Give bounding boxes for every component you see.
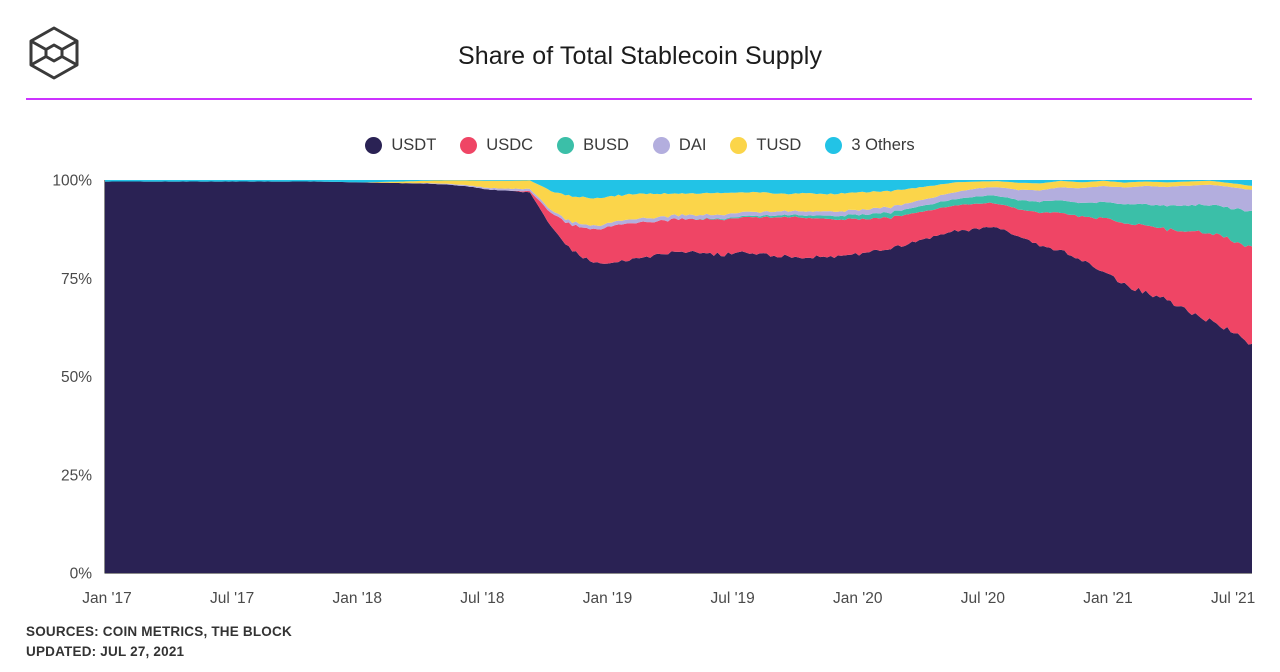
chart-legend: USDT USDC BUSD DAI TUSD 3 Others xyxy=(0,136,1280,155)
x-tick-label: Jul '19 xyxy=(710,590,754,607)
x-tick-label: Jan '18 xyxy=(333,590,383,607)
page-title: Share of Total Stablecoin Supply xyxy=(457,42,823,70)
y-tick-label: 50% xyxy=(61,369,92,386)
chart-header: Share of Total Stablecoin Supply xyxy=(0,0,1280,100)
y-tick-label: 100% xyxy=(52,173,92,190)
chart-footer: SOURCES: COIN METRICS, THE BLOCK UPDATED… xyxy=(26,622,292,662)
area-band-usdt xyxy=(105,181,1252,573)
legend-item-busd[interactable]: BUSD xyxy=(557,136,629,155)
area-band-usdc xyxy=(105,181,1252,345)
legend-label: TUSD xyxy=(756,136,802,154)
x-tick-label: Jan '17 xyxy=(82,590,132,607)
x-tick-label: Jan '20 xyxy=(833,590,883,607)
area-band-dai xyxy=(105,181,1252,230)
footer-updated: UPDATED: JUL 27, 2021 xyxy=(26,644,185,659)
legend-label: USDT xyxy=(391,136,437,154)
legend-label: DAI xyxy=(678,136,707,154)
x-tick-label: Jul '21 xyxy=(1211,590,1255,607)
legend-swatch-icon xyxy=(730,137,748,154)
area-band-3-others xyxy=(105,180,1252,199)
legend-swatch-icon xyxy=(557,137,575,154)
legend-swatch-icon xyxy=(652,137,670,154)
x-tick-label: Jan '21 xyxy=(1083,590,1133,607)
y-tick-label: 0% xyxy=(70,566,93,583)
area-band-tusd xyxy=(105,180,1252,226)
footer-sources: SOURCES: COIN METRICS, THE BLOCK xyxy=(26,624,292,639)
legend-item-3-others[interactable]: 3 Others xyxy=(825,136,915,155)
y-axis-ticks: 0% 25% 50% 75% 100% xyxy=(52,173,92,583)
x-tick-label: Jan '19 xyxy=(583,590,633,607)
legend-item-dai[interactable]: DAI xyxy=(652,136,707,155)
legend-swatch-icon xyxy=(365,137,383,154)
legend-item-tusd[interactable]: TUSD xyxy=(730,136,801,155)
y-tick-label: 25% xyxy=(61,467,92,484)
area-band-busd xyxy=(105,181,1252,248)
the-block-cube-logo xyxy=(29,26,79,80)
area-series-group xyxy=(105,180,1252,573)
legend-item-usdc[interactable]: USDC xyxy=(460,136,533,155)
legend-label: USDC xyxy=(486,136,534,154)
header-divider xyxy=(26,98,1252,100)
x-tick-label: Jul '17 xyxy=(210,590,254,607)
legend-swatch-icon xyxy=(825,137,843,154)
x-tick-label: Jul '18 xyxy=(460,590,504,607)
legend-label: 3 Others xyxy=(851,136,915,154)
legend-label: BUSD xyxy=(583,136,629,154)
y-tick-label: 75% xyxy=(61,271,92,288)
x-tick-label: Jul '20 xyxy=(961,590,1006,607)
x-axis-ticks: Jan '17 Jul '17 Jan '18 Jul '18 Jan '19 Jul '… xyxy=(82,590,1255,607)
legend-swatch-icon xyxy=(460,137,478,154)
legend-item-usdt[interactable]: USDT xyxy=(365,136,436,155)
